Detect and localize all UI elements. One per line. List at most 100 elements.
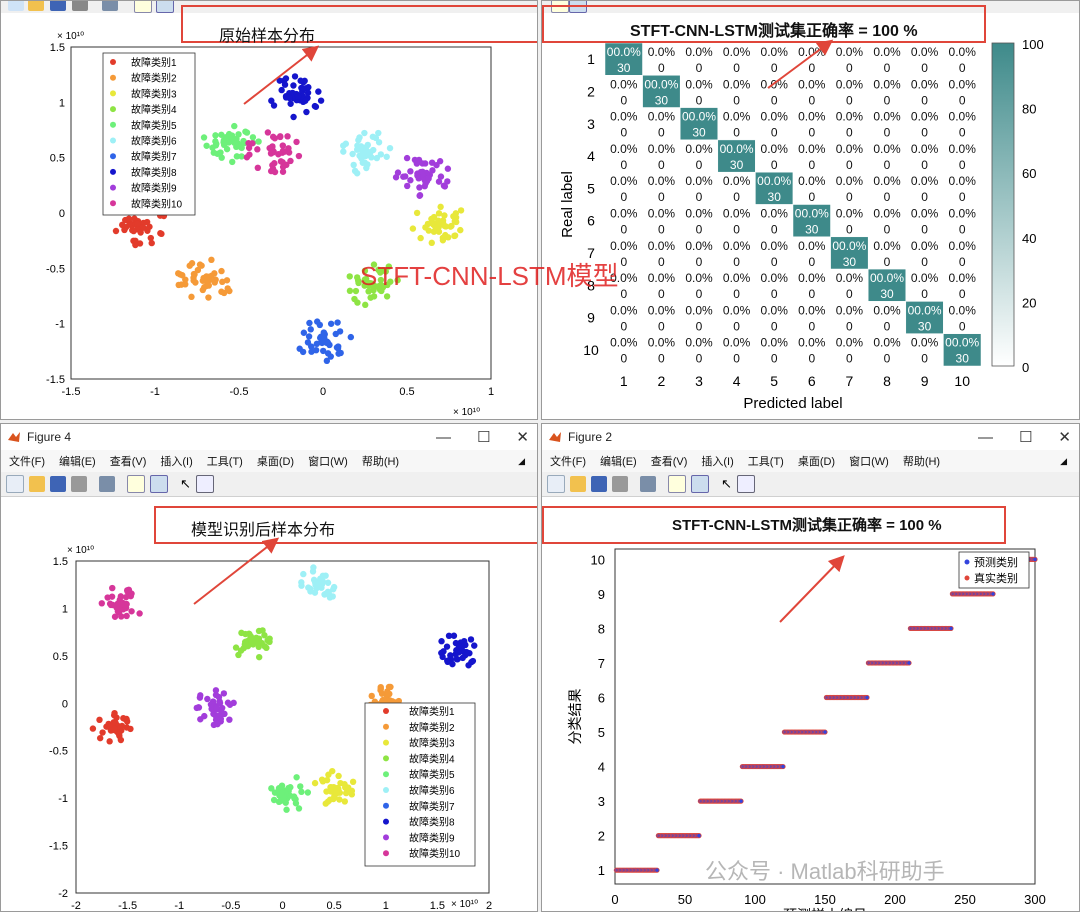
cell-count: 0 [620, 158, 627, 172]
minimize-icon[interactable]: — [977, 428, 993, 446]
legend-icon[interactable] [569, 1, 587, 13]
data-point [449, 660, 456, 668]
minimize-icon[interactable]: — [435, 428, 451, 446]
print-icon[interactable] [71, 476, 87, 492]
menu-file[interactable]: 文件(F) [9, 456, 46, 468]
data-point [349, 778, 357, 786]
colorbar-icon[interactable] [668, 475, 686, 493]
legend-icon[interactable] [150, 475, 168, 493]
predicted-class-point [739, 799, 743, 803]
pointer-icon[interactable]: ↖ [721, 476, 732, 491]
menu-tools[interactable]: 工具(T) [206, 456, 243, 468]
dock-arrow-icon[interactable]: ◢ [1060, 455, 1067, 466]
pointer-icon[interactable]: ↖ [180, 476, 191, 491]
cell-percent: 0.0% [873, 45, 901, 59]
cell-percent: 0.0% [949, 207, 977, 221]
colorbar-icon[interactable] [551, 1, 569, 13]
link-plot-icon[interactable] [102, 1, 118, 11]
matrix-cell [642, 236, 681, 270]
data-point [353, 146, 361, 153]
x-tick-label: -1.5 [118, 900, 137, 911]
legend-marker [110, 168, 116, 175]
open-file-icon[interactable] [570, 476, 586, 492]
x-tick-label: 9 [921, 373, 929, 389]
property-editor-icon[interactable] [195, 475, 214, 493]
cell-count: 0 [959, 287, 966, 301]
y-tick-label: 2 [587, 83, 595, 99]
link-plot-icon[interactable] [640, 476, 656, 492]
menu-tools[interactable]: 工具(T) [747, 456, 784, 468]
open-file-icon[interactable] [29, 476, 45, 492]
data-point [368, 692, 375, 700]
data-point [422, 224, 429, 231]
data-point [224, 285, 231, 292]
print-icon[interactable] [72, 1, 88, 11]
menu-edit[interactable]: 编辑(E) [600, 456, 637, 468]
menu-help[interactable]: 帮助(H) [361, 456, 400, 468]
data-point [312, 103, 320, 110]
menu-view[interactable]: 查看(V) [650, 456, 688, 468]
data-point [444, 178, 451, 185]
data-point [217, 149, 224, 156]
close-icon[interactable]: ✕ [1058, 429, 1071, 446]
menu-desktop[interactable]: 桌面(D) [797, 456, 836, 468]
maximize-icon[interactable]: ☐ [1018, 429, 1033, 446]
dock-arrow-icon[interactable]: ◢ [518, 455, 525, 466]
link-plot-icon[interactable] [99, 476, 115, 492]
y-tick-label: 8 [598, 621, 605, 636]
data-point [386, 144, 394, 152]
predicted-class-point [823, 730, 827, 734]
data-point [319, 778, 327, 785]
menu-file[interactable]: 文件(F) [550, 456, 587, 468]
legend-icon[interactable] [691, 475, 709, 493]
open-file-icon[interactable] [28, 1, 44, 11]
y-tick-label: -1 [55, 319, 65, 331]
legend-marker [110, 106, 116, 113]
matrix-cell [642, 333, 681, 367]
close-icon[interactable]: ✕ [516, 429, 529, 446]
new-figure-icon[interactable] [547, 475, 565, 493]
maximize-icon[interactable]: ☐ [476, 429, 491, 446]
cell-count: 0 [921, 255, 928, 269]
data-point [136, 610, 143, 617]
cell-percent: 0.0% [911, 77, 939, 91]
save-icon[interactable] [591, 476, 607, 492]
matrix-cell [792, 268, 831, 302]
cell-percent: 0.0% [836, 271, 864, 285]
cell-count: 0 [733, 190, 740, 204]
property-editor-icon[interactable] [736, 475, 755, 493]
save-icon[interactable] [50, 1, 66, 11]
colorbar-tick: 20 [1022, 295, 1036, 310]
menu-view[interactable]: 查看(V) [109, 456, 147, 468]
legend-icon[interactable] [156, 1, 174, 13]
cell-count: 0 [846, 319, 853, 333]
menu-window[interactable]: 窗口(W) [308, 456, 348, 468]
print-icon[interactable] [612, 476, 628, 492]
new-figure-icon[interactable] [6, 475, 24, 493]
menu-edit[interactable]: 编辑(E) [59, 456, 96, 468]
cell-percent: 0.0% [836, 45, 864, 59]
legend-label: 故障类别9 [409, 831, 455, 844]
menu-insert[interactable]: 插入(I) [160, 456, 193, 468]
cell-percent: 0.0% [648, 239, 676, 253]
data-point [132, 241, 139, 249]
data-point [323, 357, 331, 365]
menu-insert[interactable]: 插入(I) [701, 456, 734, 468]
cell-count: 0 [884, 61, 891, 75]
matrix-cell [830, 107, 869, 141]
new-figure-icon[interactable] [8, 1, 24, 11]
save-icon[interactable] [50, 476, 66, 492]
legend-label: 故障类别4 [409, 752, 455, 765]
menu-help[interactable]: 帮助(H) [902, 456, 941, 468]
cell-count: 0 [959, 319, 966, 333]
data-point [210, 149, 217, 156]
matlab-icon [549, 432, 561, 442]
menu-desktop[interactable]: 桌面(D) [256, 456, 295, 468]
colorbar-icon[interactable] [127, 475, 145, 493]
data-point [334, 319, 341, 326]
colorbar-icon[interactable] [134, 1, 152, 13]
legend-label: 故障类别3 [409, 737, 455, 750]
x-tick-label: 4 [733, 373, 741, 389]
data-point [355, 136, 362, 144]
menu-window[interactable]: 窗口(W) [849, 456, 889, 468]
